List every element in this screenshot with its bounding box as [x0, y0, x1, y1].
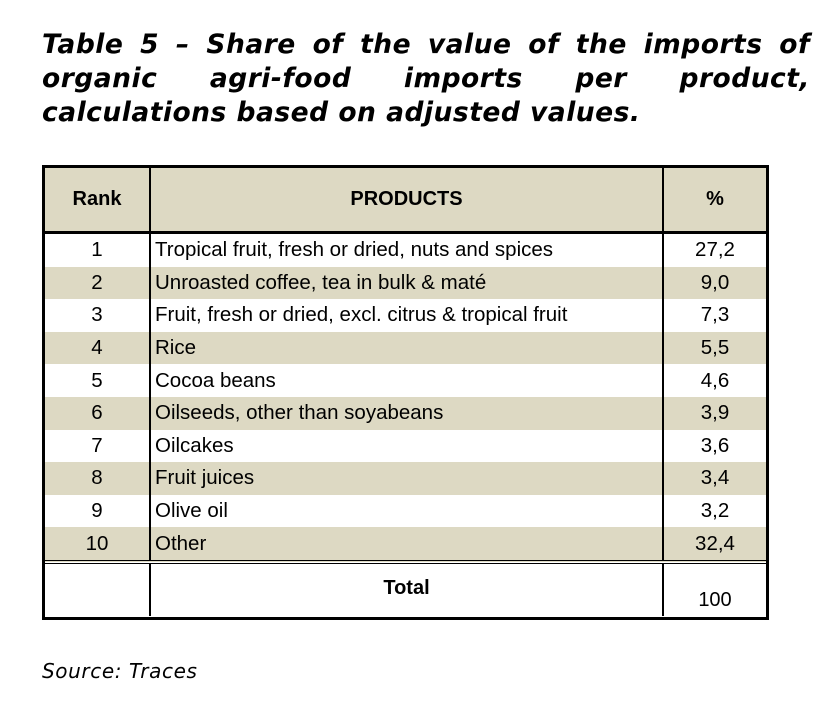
percent-cell: 7,3 — [662, 299, 766, 332]
column-header-rank: Rank — [45, 168, 150, 234]
rank-cell: 5 — [91, 368, 103, 392]
table-row: 5 Cocoa beans 4,6 — [45, 364, 766, 397]
source-note: Source: Traces — [42, 659, 198, 683]
percent-cell: 9,0 — [662, 266, 766, 300]
table-row: 10 Other 32,4 — [45, 527, 766, 562]
product-cell: Rice — [149, 331, 663, 365]
product-cell: Olive oil — [149, 494, 663, 528]
percent-cell: 32,4 — [662, 527, 766, 562]
rank-cell: 3 — [91, 303, 103, 327]
rank-cell: 10 — [45, 527, 150, 562]
table-row: 6 Oilseeds, other than soyabeans 3,9 — [45, 396, 766, 430]
table-row: 1 Tropical fruit, fresh or dried, nuts a… — [45, 232, 766, 267]
table-row: 4 Rice 5,5 — [45, 331, 766, 365]
products-table: Rank PRODUCTS % 1 Tropical fruit, fresh … — [45, 168, 766, 616]
table-row: 2 Unroasted coffee, tea in bulk & maté 9… — [45, 266, 766, 300]
table-row: 8 Fruit juices 3,4 — [45, 462, 766, 495]
total-row: Total 100 — [45, 559, 766, 616]
total-value: 100 — [662, 559, 766, 616]
rank-cell: 2 — [45, 266, 150, 300]
table-row: 3 Fruit, fresh or dried, excl. citrus & … — [45, 299, 766, 332]
percent-cell: 3,6 — [662, 429, 766, 463]
product-cell: Oilseeds, other than soyabeans — [149, 396, 663, 430]
percent-cell: 4,6 — [662, 364, 766, 397]
percent-cell: 3,4 — [662, 462, 766, 495]
column-header-percent: % — [662, 168, 766, 234]
product-cell: Other — [149, 527, 663, 562]
percent-cell: 27,2 — [662, 232, 766, 267]
table-row: 9 Olive oil 3,2 — [45, 494, 766, 528]
rank-cell: 1 — [91, 238, 103, 262]
product-cell: Cocoa beans — [149, 364, 663, 397]
table-body: 1 Tropical fruit, fresh or dried, nuts a… — [45, 232, 766, 562]
rank-cell: 4 — [45, 331, 150, 365]
product-cell: Unroasted coffee, tea in bulk & maté — [149, 266, 663, 300]
product-cell: Fruit juices — [149, 462, 663, 495]
products-table-container: Rank PRODUCTS % 1 Tropical fruit, fresh … — [42, 165, 769, 620]
percent-cell: 5,5 — [662, 331, 766, 365]
rank-cell: 8 — [45, 462, 150, 495]
table-title: Table 5 – Share of the value of the impo… — [42, 29, 810, 128]
product-cell: Oilcakes — [149, 429, 663, 463]
total-label: Total — [149, 559, 663, 616]
column-header-products: PRODUCTS — [149, 168, 663, 234]
rank-cell: 9 — [91, 499, 103, 523]
table-row: 7 Oilcakes 3,6 — [45, 429, 766, 463]
percent-cell: 3,2 — [662, 494, 766, 528]
rank-cell: 7 — [91, 433, 103, 457]
total-empty-cell — [45, 559, 150, 616]
rank-cell: 6 — [45, 396, 150, 430]
product-cell: Tropical fruit, fresh or dried, nuts and… — [149, 232, 663, 267]
table-header-row: Rank PRODUCTS % — [45, 168, 766, 234]
percent-cell: 3,9 — [662, 396, 766, 430]
product-cell: Fruit, fresh or dried, excl. citrus & tr… — [149, 299, 663, 332]
